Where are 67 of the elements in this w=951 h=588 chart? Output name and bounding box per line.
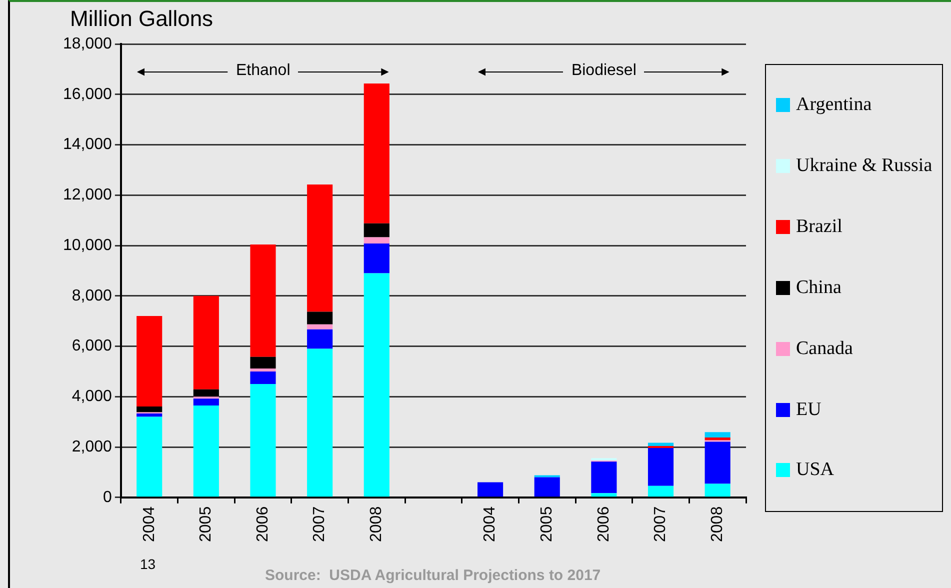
x-tick-label: 2005	[198, 506, 215, 542]
bar	[193, 389, 219, 397]
bar	[704, 432, 730, 438]
bar	[250, 368, 276, 372]
bar	[534, 477, 560, 497]
bar	[193, 296, 219, 390]
bar	[136, 406, 162, 412]
y-tick-label: 4,000	[72, 388, 112, 406]
x-tick-label: 2004	[482, 506, 499, 542]
legend-label: USA	[796, 459, 834, 482]
y-tick-label: 10,000	[63, 236, 112, 254]
x-tick-label: 2007	[311, 506, 328, 542]
x-tick-label: 2006	[595, 506, 612, 542]
x-tick-label: 2008	[368, 506, 386, 542]
bar	[364, 84, 390, 224]
bar	[648, 486, 674, 497]
y-axis-title: Million Gallons	[70, 6, 214, 32]
legend-label: Argentina	[796, 94, 872, 116]
y-tick-label: 16,000	[63, 86, 112, 103]
x-tick-label: 2007	[652, 506, 670, 542]
bar	[364, 273, 390, 497]
text: 13	[140, 556, 156, 572]
bar	[591, 458, 617, 461]
source-note: Source: USDA Agricultural Projections to 2017	[265, 567, 601, 584]
bar	[591, 462, 617, 494]
y-tick-label: 6,000	[72, 338, 112, 355]
bar	[136, 416, 162, 497]
legend-label: Ukraine & Russia	[796, 155, 932, 178]
y-tick-label: 18,000	[63, 35, 112, 52]
bar	[364, 244, 390, 274]
bar	[307, 348, 333, 497]
bar	[591, 493, 617, 497]
x-tick-label: 2008	[708, 506, 726, 542]
bar	[704, 484, 730, 497]
bar	[136, 316, 162, 406]
legend-label: Canada	[796, 338, 853, 360]
bar	[250, 356, 276, 368]
bar	[136, 414, 162, 417]
bar	[648, 448, 674, 486]
bar	[307, 329, 333, 349]
bar	[704, 437, 730, 440]
x-tick-label: 2006	[254, 506, 272, 542]
bar	[250, 384, 276, 497]
x-tick-label: 2005	[538, 506, 556, 542]
bar	[250, 244, 276, 357]
bar	[478, 482, 504, 497]
bar	[648, 442, 674, 446]
y-tick-label: 0	[103, 488, 112, 506]
bar	[364, 223, 390, 238]
annotation: Biodiesel	[571, 62, 636, 80]
y-tick-label: 14,000	[63, 136, 112, 154]
legend-label: China	[796, 276, 842, 299]
bar	[307, 184, 333, 312]
bar	[364, 237, 390, 244]
y-tick-label: 12,000	[63, 186, 112, 204]
bar	[193, 405, 219, 497]
legend-label: EU	[796, 398, 822, 421]
bar	[307, 312, 333, 324]
y-tick-label: 8,000	[72, 287, 112, 304]
bar	[307, 324, 333, 330]
bar	[193, 398, 219, 406]
bar	[704, 442, 730, 484]
legend-label: Brazil	[796, 216, 842, 238]
y-tick-label: 2,000	[72, 438, 112, 456]
x-tick-label: 2004	[140, 506, 158, 542]
bar	[250, 371, 276, 384]
annotation: Ethanol	[236, 62, 290, 80]
